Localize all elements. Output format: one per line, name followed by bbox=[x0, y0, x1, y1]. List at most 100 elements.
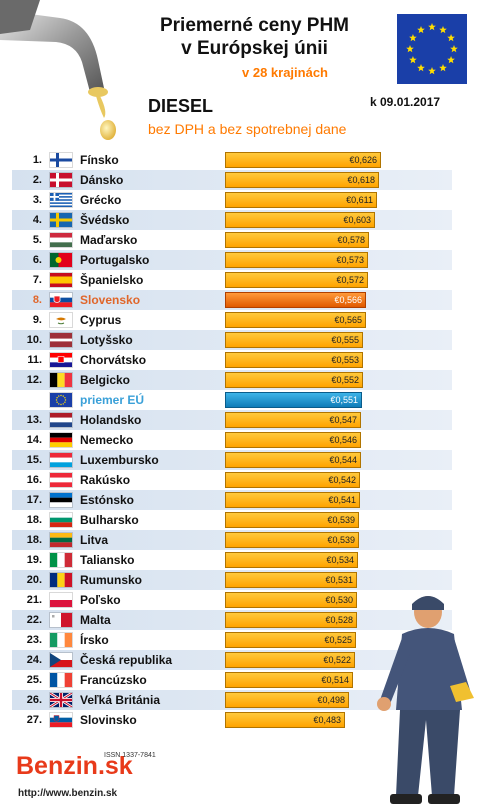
price-value-label: €0,525 bbox=[324, 635, 352, 645]
price-bar: €0,514 bbox=[225, 672, 353, 688]
price-value-label: €0,539 bbox=[327, 515, 355, 525]
country-label: Rakúsko bbox=[80, 473, 131, 487]
flag-fi-icon bbox=[50, 153, 72, 167]
country-label: Nemecko bbox=[80, 433, 134, 447]
flag-gb-icon bbox=[49, 691, 73, 709]
chart-row: 10. Lotyšsko €0,555 bbox=[12, 330, 452, 350]
price-bar: €0,553 bbox=[225, 352, 363, 368]
price-bar: €0,546 bbox=[225, 432, 361, 448]
price-value-label: €0,546 bbox=[329, 435, 357, 445]
subtitle: v 28 krajinách bbox=[242, 65, 328, 80]
rank-label: 12. bbox=[26, 374, 42, 386]
price-value-label: €0,534 bbox=[326, 555, 354, 565]
eu-star-icon bbox=[417, 25, 425, 34]
price-value-label: €0,544 bbox=[329, 455, 357, 465]
rank-label: 18. bbox=[26, 534, 42, 546]
price-value-label: €0,565 bbox=[334, 315, 362, 325]
country-label: Belgicko bbox=[80, 373, 131, 387]
website-url[interactable]: http://www.benzin.sk bbox=[18, 788, 118, 799]
chart-row: 21. Poľsko €0,530 bbox=[12, 590, 452, 610]
country-label: Cyprus bbox=[80, 313, 122, 327]
rank-label: 26. bbox=[26, 694, 42, 706]
flag-ee-icon bbox=[50, 493, 72, 507]
rank-label: 21. bbox=[26, 594, 42, 606]
chart-row: 17. Estónsko €0,541 bbox=[12, 490, 452, 510]
flag-hu-icon bbox=[50, 233, 72, 247]
price-value-label: €0,566 bbox=[334, 295, 362, 305]
price-bar: €0,551 bbox=[225, 392, 362, 408]
chart-row: 24. Česká republika €0,522 bbox=[12, 650, 452, 670]
price-value-label: €0,498 bbox=[317, 695, 345, 705]
price-bar: €0,531 bbox=[225, 572, 357, 588]
price-value-label: €0,611 bbox=[346, 195, 373, 205]
price-bar: €0,618 bbox=[225, 172, 379, 188]
flag-cy-icon bbox=[50, 313, 72, 327]
flag-es-icon bbox=[50, 273, 72, 287]
country-label: Poľsko bbox=[80, 593, 121, 607]
worker-illustration bbox=[377, 596, 474, 804]
rank-label: 9. bbox=[32, 314, 42, 326]
price-bar: €0,534 bbox=[225, 552, 358, 568]
price-note: bez DPH a bez spotrebnej dane bbox=[148, 121, 347, 137]
price-value-label: €0,528 bbox=[325, 615, 353, 625]
flag-mt-icon bbox=[50, 613, 72, 627]
chart-row: 14. Nemecko €0,546 bbox=[12, 430, 452, 450]
price-value-label: €0,542 bbox=[328, 475, 356, 485]
eu-star-icon bbox=[428, 23, 436, 31]
country-label: Grécko bbox=[80, 193, 122, 207]
flag-dk-icon bbox=[50, 173, 72, 187]
price-value-label: €0,626 bbox=[349, 155, 377, 165]
price-bar: €0,544 bbox=[225, 452, 361, 468]
eu-star-icon bbox=[447, 34, 455, 42]
price-value-label: €0,573 bbox=[336, 255, 364, 265]
flag-ro-icon bbox=[50, 573, 72, 587]
price-bar: €0,483 bbox=[225, 712, 345, 728]
country-label: Lotyšsko bbox=[80, 333, 133, 347]
flag-nl-icon bbox=[50, 413, 72, 427]
price-bar: €0,539 bbox=[225, 532, 359, 548]
chart-row: 8. Slovensko €0,566 bbox=[12, 290, 452, 310]
country-label: Francúzsko bbox=[80, 673, 147, 687]
rank-label: 7. bbox=[32, 274, 42, 286]
flag-pt-icon bbox=[50, 253, 72, 267]
fuel-type: DIESEL bbox=[148, 96, 214, 116]
country-label: Švédsko bbox=[80, 213, 130, 227]
chart-row: 4. Švédsko €0,603 bbox=[12, 210, 452, 230]
price-value-label: €0,547 bbox=[329, 415, 357, 425]
country-label: Írsko bbox=[80, 633, 109, 647]
chart-row: 3. Grécko €0,611 bbox=[12, 190, 452, 210]
flag-be-icon bbox=[50, 373, 72, 387]
flag-gr-icon bbox=[50, 193, 72, 207]
flag-lu-icon bbox=[50, 453, 72, 467]
rank-label: 15. bbox=[26, 454, 42, 466]
chart-row: 26. Veľká Británia €0,498 bbox=[12, 690, 452, 710]
chart-row: 20. Rumunsko €0,531 bbox=[12, 570, 452, 590]
eu-star-icon bbox=[450, 45, 458, 53]
price-bar: €0,547 bbox=[225, 412, 361, 428]
chart-row: 13. Holandsko €0,547 bbox=[12, 410, 452, 430]
date-label: k 09.01.2017 bbox=[370, 95, 441, 109]
flag-cz-icon bbox=[50, 653, 72, 667]
chart-row: 19. Taliansko €0,534 bbox=[12, 550, 452, 570]
price-value-label: €0,552 bbox=[331, 375, 359, 385]
chart-row: 15. Luxembursko €0,544 bbox=[12, 450, 452, 470]
brand-logo: Benzin.sk bbox=[16, 752, 133, 780]
eu-star-icon bbox=[447, 56, 455, 64]
rank-label: 3. bbox=[32, 194, 42, 206]
flag-si-icon bbox=[50, 713, 72, 727]
country-label: Estónsko bbox=[80, 493, 135, 507]
eu-star-icon bbox=[409, 34, 417, 42]
price-bar: €0,525 bbox=[225, 632, 356, 648]
price-bar: €0,566 bbox=[225, 292, 366, 308]
chart-row: 5. Maďarsko €0,578 bbox=[12, 230, 452, 250]
rank-label: 10. bbox=[26, 334, 42, 346]
title-line-1: Priemerné ceny PHM bbox=[159, 15, 350, 36]
flag-sk-icon bbox=[50, 293, 72, 307]
page-title: Priemerné ceny PHM v Európskej únii bbox=[112, 14, 397, 60]
flag-lv-icon bbox=[50, 333, 72, 347]
price-bar: €0,530 bbox=[225, 592, 357, 608]
country-label: Luxembursko bbox=[80, 453, 159, 467]
eu-flag-icon bbox=[397, 14, 467, 84]
price-value-label: €0,483 bbox=[313, 715, 341, 725]
price-value-label: €0,553 bbox=[331, 355, 359, 365]
